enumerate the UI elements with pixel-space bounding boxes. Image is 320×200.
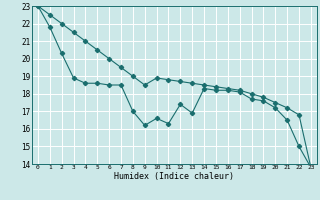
X-axis label: Humidex (Indice chaleur): Humidex (Indice chaleur): [115, 172, 234, 181]
